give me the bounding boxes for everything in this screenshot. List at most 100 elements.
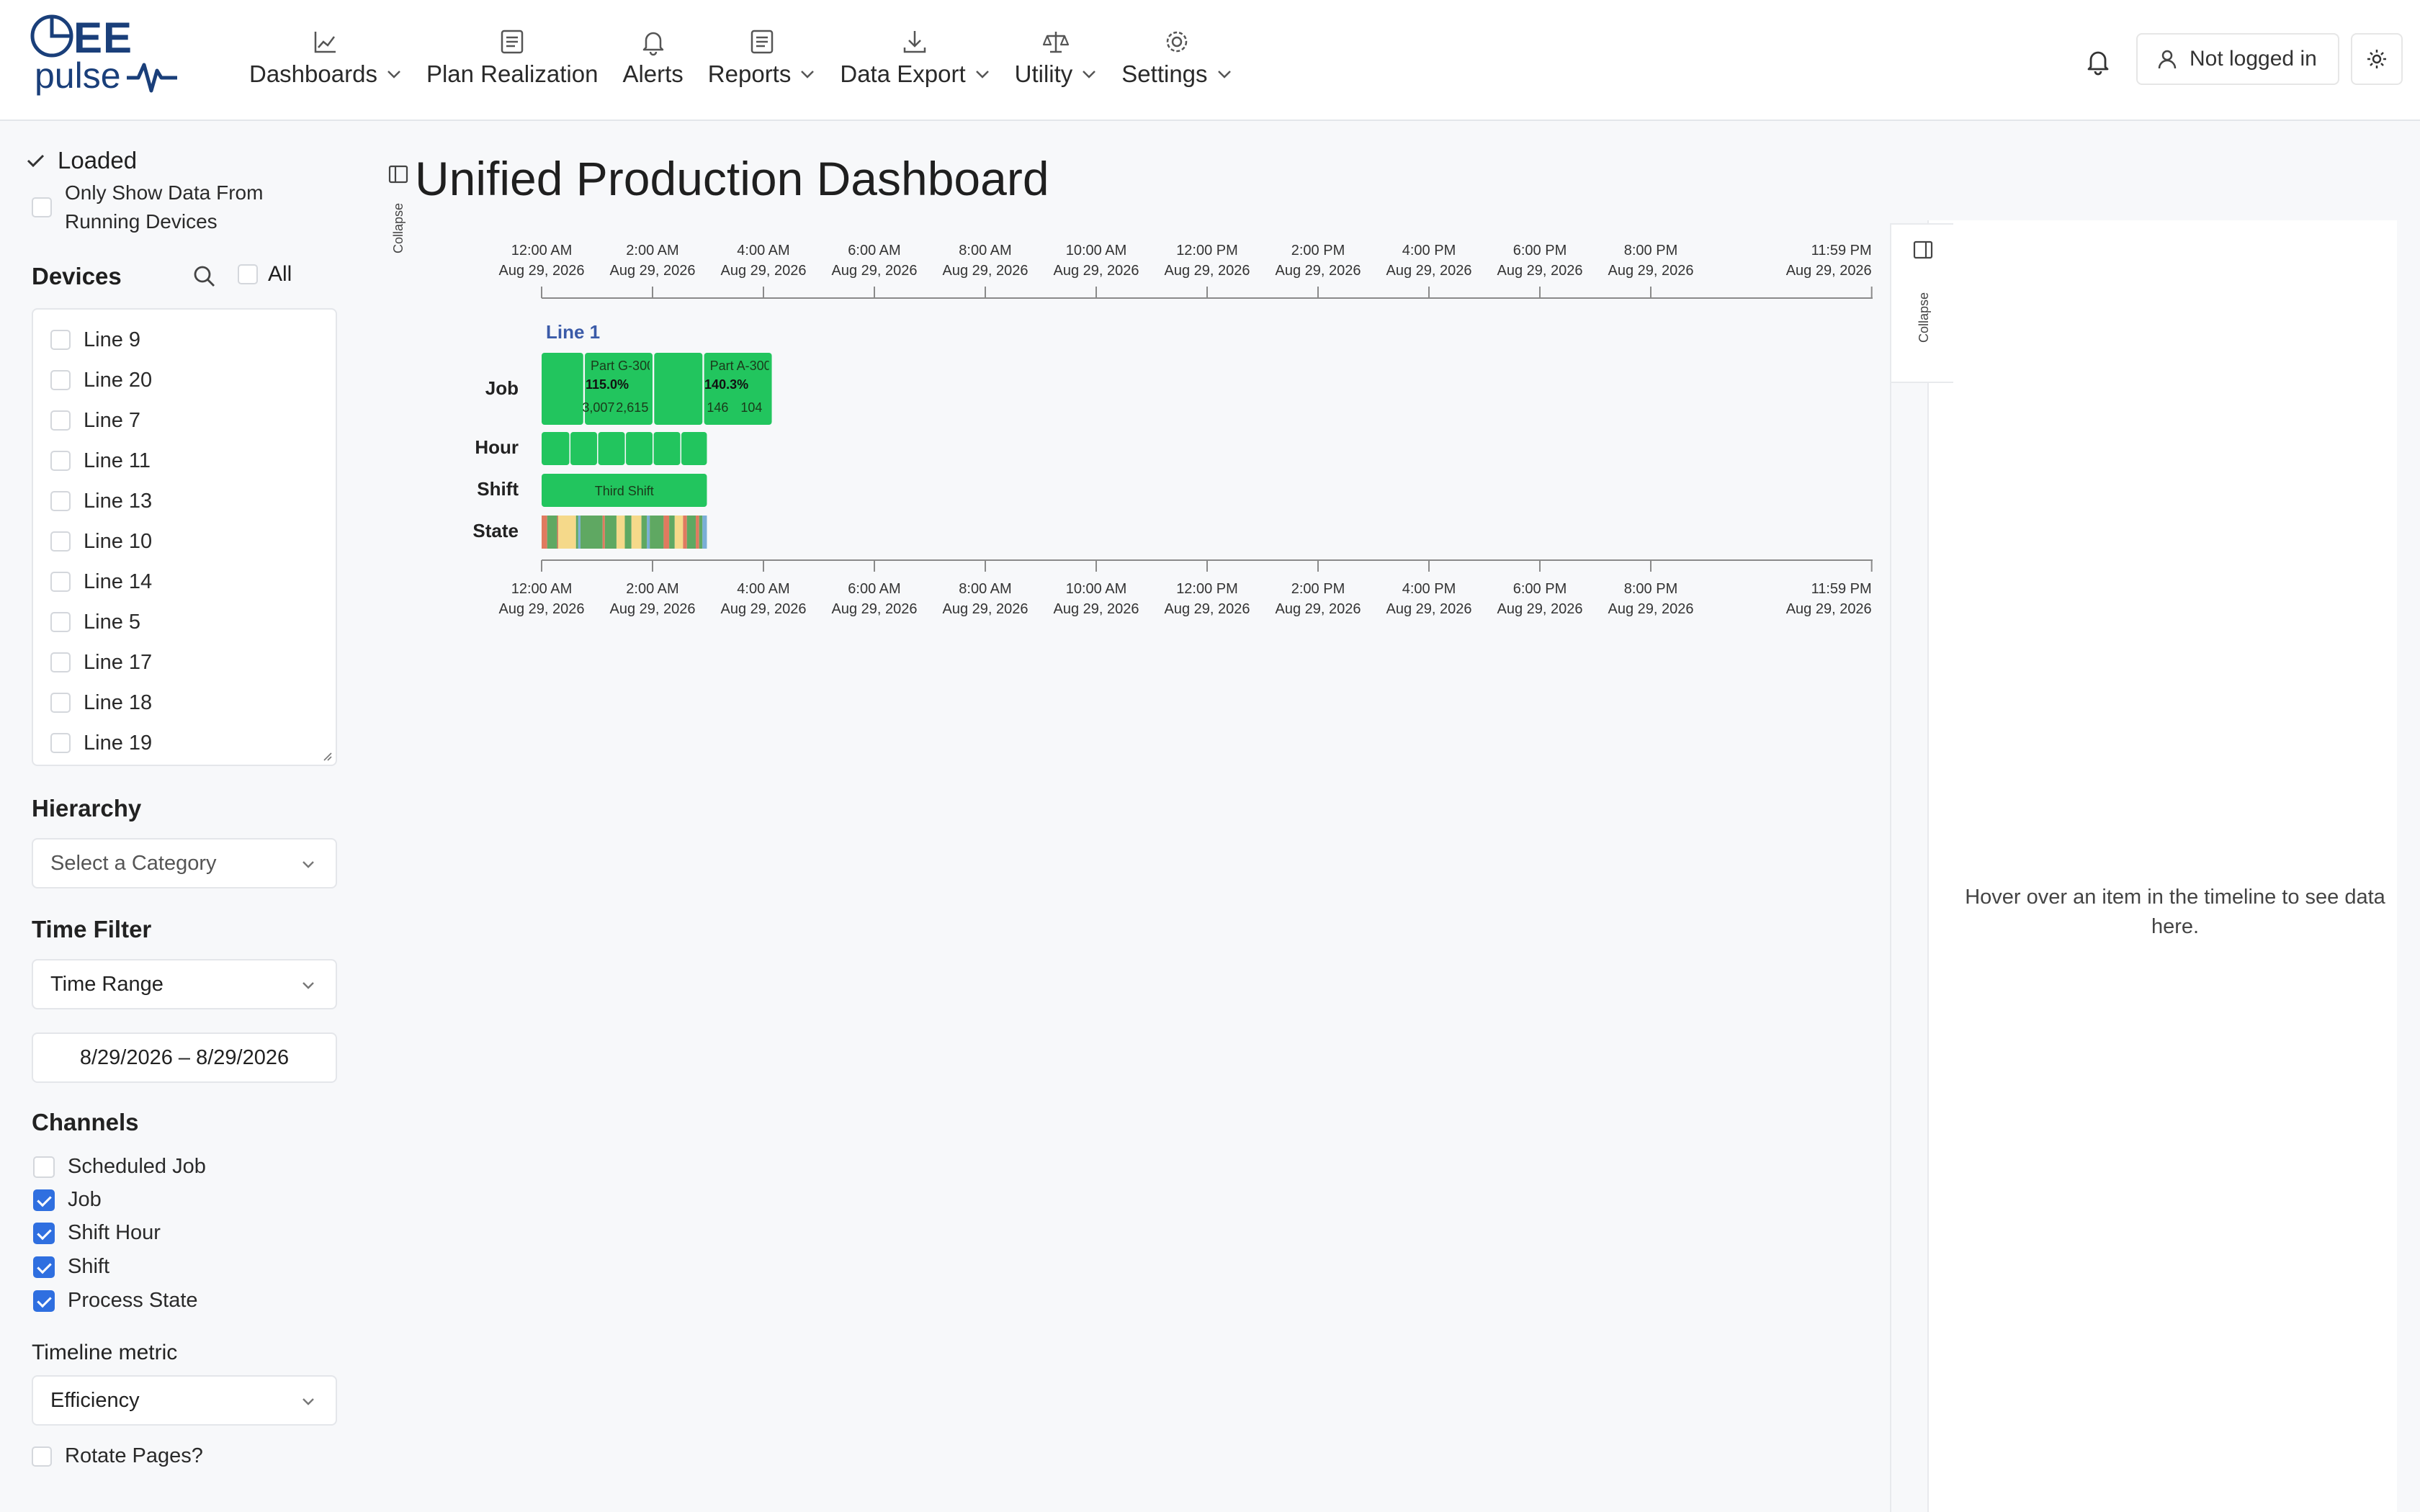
job-efficiency: 115.0% <box>586 377 629 392</box>
nav-reports[interactable]: Reports <box>696 24 828 96</box>
hour-bar <box>542 432 570 465</box>
device-checkbox[interactable] <box>50 330 71 350</box>
nav-settings[interactable]: Settings <box>1110 24 1243 96</box>
device-item[interactable]: Line 7 <box>33 400 336 441</box>
device-label: Line 11 <box>84 449 151 472</box>
job-count-actual: 3,007 <box>582 400 614 415</box>
hierarchy-select[interactable]: Select a Category <box>32 838 337 888</box>
job-part-label: Part A-3000 - Part A <box>710 359 825 373</box>
channel-checkbox[interactable] <box>33 1290 55 1312</box>
device-label: Line 9 <box>84 328 141 351</box>
resize-handle-icon[interactable] <box>321 750 333 762</box>
notifications-bell-icon[interactable] <box>2081 45 2115 78</box>
select-all-toggle[interactable]: All <box>238 262 292 287</box>
ee-pulse-logo[interactable]: EE pulse <box>30 13 189 98</box>
collapse-details-button[interactable]: Collapse <box>1890 223 1953 383</box>
device-label: Line 14 <box>84 570 153 593</box>
device-item[interactable]: Line 5 <box>33 602 336 642</box>
logo-text-bottom: pulse <box>35 55 121 96</box>
time-filter-select[interactable]: Time Range <box>32 959 337 1009</box>
nav-plan-realization[interactable]: Plan Realization <box>415 24 609 96</box>
user-icon <box>2158 50 2177 69</box>
collapse-sidebar-button[interactable]: Collapse <box>386 163 411 256</box>
state-segment <box>702 516 707 549</box>
state-segment <box>602 516 605 549</box>
tick-label-time: 6:00 AM <box>848 243 900 258</box>
tick-label-time: 4:00 PM <box>1402 243 1456 258</box>
nav-dashboards-label: Dashboards <box>249 60 377 87</box>
only-running-checkbox-row[interactable]: Only Show Data From Running Devices <box>32 179 310 236</box>
device-checkbox[interactable] <box>50 451 71 471</box>
channel-scheduled-job[interactable]: Scheduled Job <box>33 1155 206 1179</box>
devices-title: Devices <box>32 263 122 289</box>
state-segment <box>616 516 625 549</box>
login-label: Not logged in <box>2190 47 2317 71</box>
device-item[interactable]: Line 19 <box>33 723 336 763</box>
device-checkbox[interactable] <box>50 572 71 592</box>
device-checkbox[interactable] <box>50 531 71 552</box>
tick-label-date: Aug 29, 2026 <box>832 263 918 279</box>
device-checkbox[interactable] <box>50 733 71 753</box>
chart-icon <box>314 32 336 53</box>
date-range-input[interactable]: 8/29/2026 – 8/29/2026 <box>32 1032 337 1083</box>
device-item[interactable]: Line 9 <box>33 320 336 360</box>
production-timeline[interactable]: 12:00 AM Aug 29, 2026 2:00 AM Aug 29, 2026 4… <box>432 216 1894 634</box>
device-list[interactable]: Line 9 Line 20 Line 7 Line 11 Line 13 Li… <box>32 308 337 766</box>
device-item[interactable]: Line 14 <box>33 562 336 602</box>
device-checkbox[interactable] <box>50 410 71 431</box>
pie-logo-icon <box>30 14 73 58</box>
rotate-pages-label: Rotate Pages? <box>65 1444 203 1467</box>
only-running-checkbox[interactable] <box>32 197 52 217</box>
filter-sidebar: Loaded Only Show Data From Running Devic… <box>0 122 360 1512</box>
device-checkbox[interactable] <box>50 652 71 672</box>
job-part-label: Part G-3000 - Part G <box>591 359 710 373</box>
channel-label: Scheduled Job <box>68 1155 206 1178</box>
nav-alerts[interactable]: Alerts <box>611 24 694 96</box>
hour-bar <box>598 432 625 465</box>
channel-checkbox[interactable] <box>33 1256 55 1278</box>
device-item[interactable]: Line 11 <box>33 441 336 481</box>
login-button[interactable]: Not logged in <box>2136 33 2339 85</box>
device-item[interactable]: Line 10 <box>33 521 336 562</box>
channel-shift[interactable]: Shift <box>33 1255 109 1279</box>
channel-checkbox[interactable] <box>33 1222 55 1244</box>
scale-icon <box>1042 32 1070 53</box>
device-item[interactable]: Line 13 <box>33 481 336 521</box>
job-count-target: 2,615 <box>616 400 648 415</box>
tick-label-date: Aug 29, 2026 <box>721 263 807 279</box>
tick-label-date: Aug 29, 2026 <box>1786 601 1872 617</box>
device-checkbox[interactable] <box>50 612 71 632</box>
device-checkbox[interactable] <box>50 491 71 511</box>
channel-job[interactable]: Job <box>33 1188 102 1212</box>
state-segment <box>683 516 687 549</box>
device-checkbox[interactable] <box>50 370 71 390</box>
nav-data-export[interactable]: Data Export <box>828 24 1001 96</box>
state-segment <box>558 516 576 549</box>
tick-label-date: Aug 29, 2026 <box>499 263 585 279</box>
tick-label-date: Aug 29, 2026 <box>721 601 807 617</box>
nav-utility[interactable]: Utility <box>1003 24 1109 96</box>
rotate-pages-row[interactable]: Rotate Pages? <box>32 1444 203 1468</box>
device-item[interactable]: Line 18 <box>33 683 336 723</box>
loaded-label: Loaded <box>58 147 138 174</box>
tick-label-time: 8:00 AM <box>959 581 1011 597</box>
search-icon[interactable] <box>192 264 218 289</box>
select-all-checkbox[interactable] <box>238 264 258 284</box>
device-checkbox[interactable] <box>50 693 71 713</box>
job-bar <box>704 353 772 425</box>
device-item[interactable]: Line 20 <box>33 360 336 400</box>
job-bar <box>654 353 703 425</box>
time-filter-title: Time Filter <box>32 916 152 942</box>
tick-label-date: Aug 29, 2026 <box>832 601 918 617</box>
channel-checkbox[interactable] <box>33 1156 55 1178</box>
channel-checkbox[interactable] <box>33 1189 55 1211</box>
timeline-metric-select[interactable]: Efficiency <box>32 1375 337 1426</box>
theme-toggle-button[interactable] <box>2351 33 2403 85</box>
nav-dashboards[interactable]: Dashboards <box>238 24 413 96</box>
channel-process-state[interactable]: Process State <box>33 1289 198 1313</box>
channel-shift-hour[interactable]: Shift Hour <box>33 1221 161 1245</box>
chevron-down-icon <box>975 71 989 78</box>
rotate-pages-checkbox[interactable] <box>32 1446 52 1467</box>
pulse-wave-icon <box>127 63 177 93</box>
device-item[interactable]: Line 17 <box>33 642 336 683</box>
